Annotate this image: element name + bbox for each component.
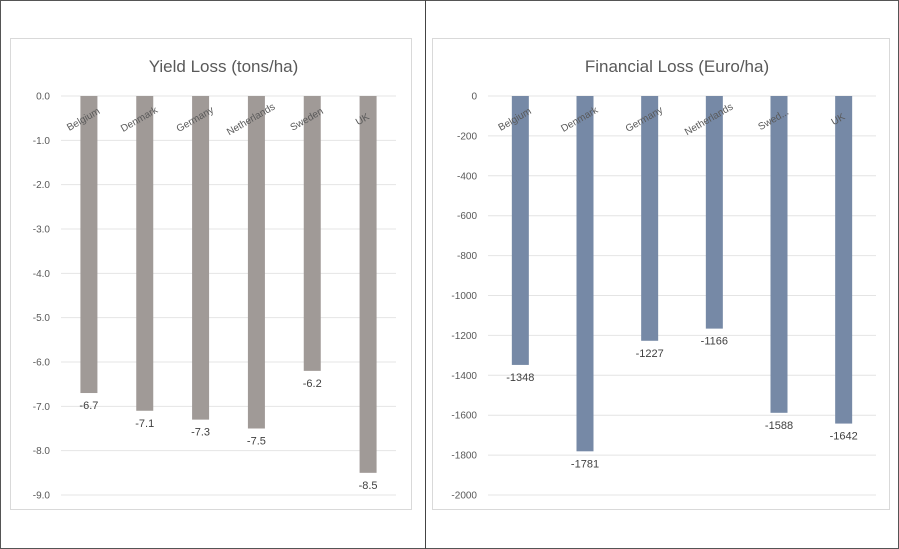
bar-sweden bbox=[303, 96, 321, 371]
y-tick-label: -1200 bbox=[451, 331, 477, 342]
bar-germany bbox=[192, 96, 210, 420]
chart-title: Financial Loss (Euro/ha) bbox=[585, 57, 769, 76]
data-label: -1642 bbox=[830, 431, 858, 443]
yield-loss-chart: Yield Loss (tons/ha) 0.0 -1.0 -2.0 -3.0 -4.0 -… bbox=[33, 57, 396, 502]
y-tick-label: -1600 bbox=[451, 411, 477, 422]
y-tick-label: -2000 bbox=[451, 491, 477, 502]
bar-netherlands bbox=[247, 96, 265, 429]
bar-germany bbox=[641, 96, 659, 341]
data-label: -1348 bbox=[506, 372, 534, 384]
bar-belgium bbox=[80, 96, 98, 394]
y-tick-label: -200 bbox=[457, 131, 477, 142]
y-tick-label: 0 bbox=[471, 92, 477, 103]
data-label: -1166 bbox=[701, 336, 728, 348]
bar-netherlands bbox=[705, 96, 723, 329]
data-label: -7.3 bbox=[191, 427, 210, 439]
y-tick-label: -3.0 bbox=[33, 225, 51, 236]
data-label: -1781 bbox=[571, 458, 599, 470]
bar-belgium bbox=[511, 96, 529, 365]
y-tick-label: -1400 bbox=[451, 371, 477, 382]
y-tick-label: -4.0 bbox=[33, 269, 51, 280]
yield-loss-chart-panel: Yield Loss (tons/ha) 0.0 -1.0 -2.0 -3.0 -4.0 -… bbox=[10, 38, 412, 510]
bar-uk bbox=[835, 96, 853, 424]
y-tick-label: -1000 bbox=[451, 291, 477, 302]
y-tick-label: -8.0 bbox=[33, 446, 51, 457]
y-tick-label: 0.0 bbox=[36, 92, 50, 103]
bar-sweden bbox=[770, 96, 788, 413]
y-tick-label: -7.0 bbox=[33, 402, 51, 413]
y-tick-label: -6.0 bbox=[33, 358, 51, 369]
y-tick-label: -800 bbox=[457, 251, 477, 262]
data-label: -1227 bbox=[636, 348, 664, 360]
data-label: -7.1 bbox=[135, 418, 154, 430]
data-label: -8.5 bbox=[359, 480, 378, 492]
bar-denmark bbox=[576, 96, 594, 452]
financial-loss-chart-panel: Financial Loss (Euro/ha) 0 -200 -400 -600 -80… bbox=[432, 38, 890, 510]
panel-divider bbox=[425, 0, 426, 549]
y-tick-label: -1.0 bbox=[33, 136, 51, 147]
y-tick-label: -1800 bbox=[451, 451, 477, 462]
data-label: -7.5 bbox=[247, 436, 266, 448]
data-label: -6.7 bbox=[79, 400, 98, 412]
y-tick-label: -9.0 bbox=[33, 491, 51, 502]
y-tick-label: -5.0 bbox=[33, 313, 51, 324]
data-label: -6.2 bbox=[303, 378, 322, 390]
data-label: -1588 bbox=[765, 420, 793, 432]
bar-denmark bbox=[136, 96, 154, 411]
y-tick-label: -2.0 bbox=[33, 180, 51, 191]
financial-loss-chart: Financial Loss (Euro/ha) 0 -200 -400 -600 -80… bbox=[451, 57, 876, 502]
chart-title: Yield Loss (tons/ha) bbox=[149, 57, 299, 76]
bar-uk bbox=[359, 96, 377, 473]
y-tick-label: -600 bbox=[457, 211, 477, 222]
y-tick-label: -400 bbox=[457, 171, 477, 182]
